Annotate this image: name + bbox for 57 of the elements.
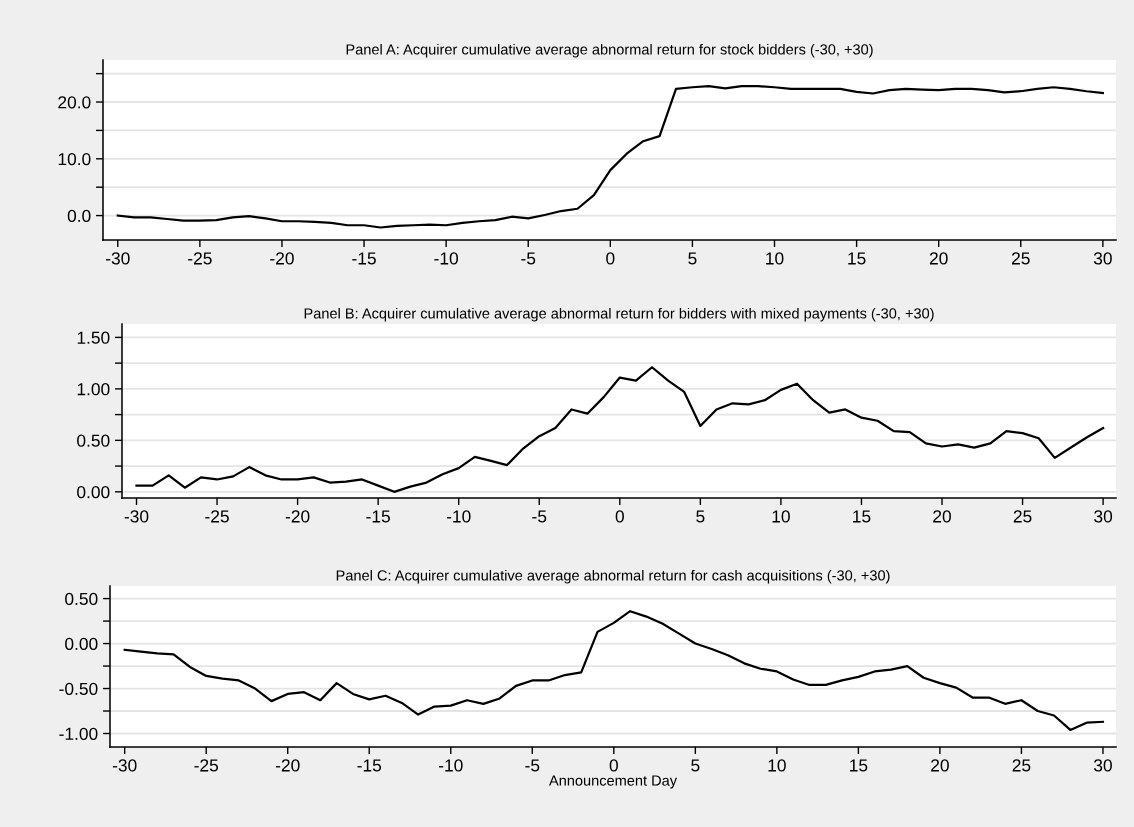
x-tick-label: 25 [1013, 510, 1032, 523]
x-tick-label: 10 [772, 510, 790, 523]
x-tick-label: -5 [525, 759, 540, 772]
y-tick-label: 1.50 [77, 331, 110, 344]
x-tick-label: -25 [205, 510, 229, 523]
y-tick-label: 10.0 [58, 152, 91, 166]
x-tick-label: 25 [1011, 252, 1030, 265]
x-tick-label: -30 [124, 510, 149, 523]
y-tick-label: -1.00 [59, 727, 98, 740]
x-tick-label: -25 [188, 252, 212, 265]
y-tick-label: 20.0 [58, 96, 91, 109]
x-tick-label: -20 [285, 510, 310, 523]
x-tick-label: 30 [1094, 510, 1113, 523]
x-tick-label: 15 [848, 252, 866, 265]
x-tick-label: 0 [609, 759, 618, 772]
x-tick-label: -5 [532, 510, 547, 523]
y-tick-label: 0.50 [77, 434, 110, 447]
x-axis-title: Announcement Day [548, 775, 678, 789]
x-tick-label: -20 [270, 252, 294, 265]
y-tick-label: 0.50 [65, 592, 98, 606]
x-tick-label: -15 [366, 510, 390, 523]
y-tick-label: 0.0 [67, 209, 91, 223]
chart-title: Panel C: Acquirer cumulative average abnormal return for cash acquisitions (-30, +30) [336, 569, 890, 584]
line-series [135, 366, 1105, 493]
x-tick-label: 5 [696, 510, 705, 523]
x-tick-label: -10 [434, 252, 459, 265]
x-tick-label: 20 [933, 510, 951, 523]
x-tick-label: 10 [766, 252, 784, 265]
x-tick-label: -30 [106, 252, 130, 265]
x-tick-label: 10 [768, 759, 786, 772]
chart-title: Panel B: Acquirer cumulative average abnormal return for bidders with mixed payments (-30, +30) [304, 307, 934, 322]
x-tick-label: 30 [1093, 759, 1112, 772]
x-tick-label: -5 [521, 252, 536, 265]
x-tick-label: 5 [691, 759, 700, 772]
x-tick-label: -15 [352, 252, 376, 265]
y-tick-label: 1.00 [77, 383, 110, 396]
x-tick-label: -30 [112, 759, 137, 772]
y-tick-label: 0.00 [65, 637, 98, 651]
x-tick-label: -25 [194, 759, 219, 772]
x-tick-label: 20 [929, 252, 948, 265]
x-tick-label: -20 [275, 759, 300, 772]
x-tick-label: 15 [853, 510, 871, 523]
x-tick-label: 0 [615, 510, 624, 523]
x-tick-label: 20 [931, 759, 949, 772]
x-tick-label: 30 [1093, 252, 1112, 265]
line-series [116, 85, 1104, 229]
x-tick-label: 0 [606, 252, 615, 265]
x-tick-label: 5 [688, 252, 697, 265]
chart-title: Panel A: Acquirer cumulative average abnormal return for stock bidders (-30, +30) [346, 43, 873, 58]
x-tick-label: -15 [357, 759, 382, 772]
y-tick-label: 0.00 [77, 485, 110, 499]
x-tick-label: -10 [446, 510, 471, 523]
x-tick-label: -10 [438, 759, 463, 772]
x-tick-label: 15 [850, 759, 868, 772]
x-tick-label: 25 [1012, 759, 1031, 772]
y-tick-label: -0.50 [59, 682, 98, 695]
line-series [123, 610, 1105, 732]
